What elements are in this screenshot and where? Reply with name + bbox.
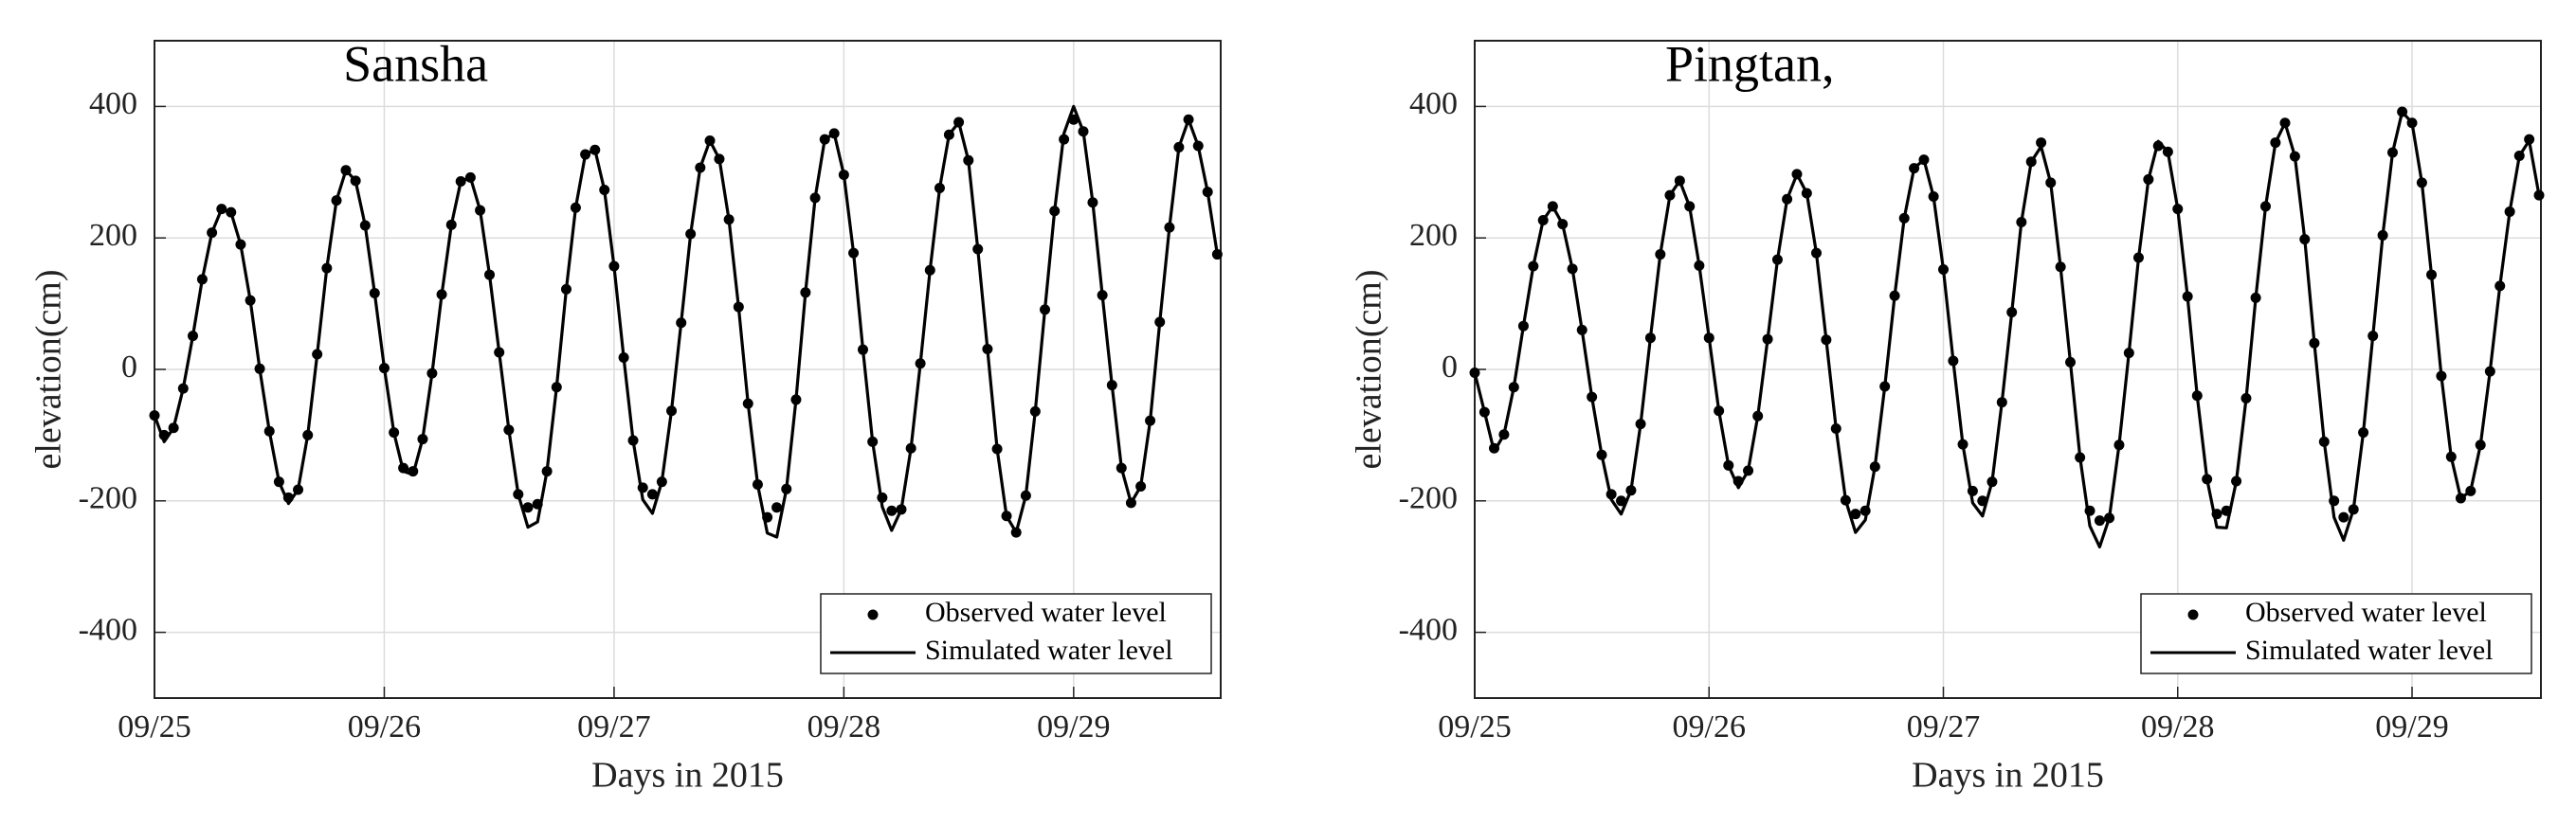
x-tick-label: 09/29 xyxy=(1037,709,1110,744)
x-tick-label: 09/25 xyxy=(1438,709,1511,744)
chart-title: Sansha xyxy=(343,35,488,92)
observed-point xyxy=(771,502,783,513)
x-tick-label: 09/29 xyxy=(2375,709,2448,744)
chart-title: Pingtan, xyxy=(1665,35,1835,92)
legend: Observed water level Simulated water leve… xyxy=(820,593,1212,674)
y-tick-label: -400 xyxy=(79,612,137,647)
x-tick-label: 09/26 xyxy=(1673,709,1746,744)
observed-point xyxy=(1850,509,1861,520)
y-tick-label: -200 xyxy=(1399,481,1458,516)
observed-point xyxy=(1616,495,1627,507)
y-axis-label: elevation(cm) xyxy=(29,269,69,469)
legend: Observed water level Simulated water leve… xyxy=(2140,593,2532,674)
observed-point xyxy=(1211,249,1223,260)
x-tick-label: 09/26 xyxy=(348,709,421,744)
simulated-line xyxy=(1473,110,2541,548)
y-tick-label: -400 xyxy=(1399,612,1458,647)
y-tick-label: 200 xyxy=(1409,218,1458,253)
y-tick-label: 0 xyxy=(1442,350,1458,385)
legend-label: Simulated water level xyxy=(2245,635,2494,666)
legend-label: Observed water level xyxy=(925,597,1167,628)
legend-marker xyxy=(867,609,879,620)
simulated-line xyxy=(153,104,1219,539)
x-axis-label: Days in 2015 xyxy=(591,756,784,796)
observed-point xyxy=(646,489,658,500)
legend-box xyxy=(820,593,1212,674)
observed-point xyxy=(522,502,534,513)
y-tick-label: 200 xyxy=(89,218,137,253)
observed-point xyxy=(2338,511,2349,523)
observed-point xyxy=(149,410,160,421)
subplot: -400 -200 0 200 400 09/25 09/26 09/27 09/28 09/29… xyxy=(1350,35,2545,796)
y-tick-label: 400 xyxy=(1409,86,1458,121)
legend-box xyxy=(2140,593,2532,674)
observed-point xyxy=(2094,515,2105,527)
y-tick-label: 400 xyxy=(89,86,137,121)
x-tick-label: 09/28 xyxy=(807,709,880,744)
x-tick-label: 09/27 xyxy=(1907,709,1980,744)
legend-label: Observed water level xyxy=(2245,597,2487,628)
legend-label: Simulated water level xyxy=(925,635,1173,666)
plot-frame xyxy=(154,40,1222,699)
observed-point xyxy=(1469,367,1480,378)
subplot: -400 -200 0 200 400 09/25 09/26 09/27 09/28 09/29… xyxy=(29,35,1223,796)
y-axis-label: elevation(cm) xyxy=(1350,269,1389,469)
x-tick-label: 09/25 xyxy=(118,709,190,744)
x-axis-label: Days in 2015 xyxy=(1912,756,2104,796)
y-tick-label: -200 xyxy=(79,481,137,516)
observed-point xyxy=(2036,137,2047,149)
y-tick-label: 0 xyxy=(121,350,137,385)
observed-point xyxy=(886,505,898,516)
x-tick-label: 09/27 xyxy=(577,709,650,744)
legend-marker xyxy=(2187,609,2199,620)
x-tick-label: 09/28 xyxy=(2141,709,2214,744)
